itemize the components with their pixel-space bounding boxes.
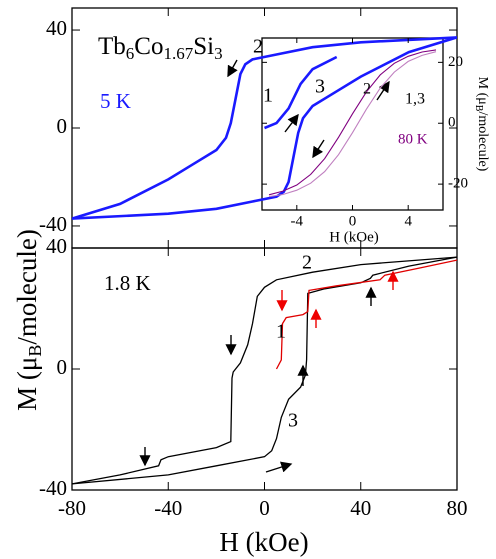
formula-part: 3	[214, 44, 223, 63]
formula-part: Co	[134, 33, 163, 60]
x-tick-label: 80	[447, 496, 468, 520]
curve-label: 1	[263, 85, 273, 107]
x-tick-label: -80	[58, 496, 86, 520]
arrow	[227, 59, 238, 78]
inset-y-axis-label: M (μB/molecule)	[473, 77, 490, 172]
curve-label: 1	[276, 321, 286, 343]
y-tick-label: -40	[39, 212, 67, 236]
curve-label: 1,3	[405, 91, 425, 108]
curve-label: 2	[253, 36, 263, 58]
curve-label: 3	[288, 410, 298, 432]
compound-formula: Tb6Co1.67Si3	[98, 33, 223, 63]
y-axis-label: M (μB/molecule)	[12, 229, 45, 411]
temperature-label: 1.8 K	[104, 271, 151, 295]
curve	[268, 51, 437, 198]
formula-part: Si	[193, 33, 214, 60]
curve-label: 3	[315, 76, 325, 98]
arrow	[265, 461, 293, 473]
y-tick-label: -40	[39, 476, 67, 500]
y-tick-label: 0	[57, 114, 68, 138]
y-tick-label: 20	[448, 54, 463, 70]
y-tick-label: -20	[448, 176, 468, 192]
formula-part: 6	[126, 44, 135, 63]
arrow	[312, 139, 325, 159]
x-tick-label: 0	[349, 213, 357, 229]
x-tick-label: -4	[291, 213, 304, 229]
x-tick-label: 40	[350, 496, 371, 520]
x-axis-label: H (kOe)	[219, 527, 308, 557]
curve	[72, 36, 457, 220]
label-part: /molecule)	[475, 111, 490, 171]
arrows	[139, 59, 399, 473]
temperature-label: 80 K	[398, 131, 428, 147]
curve	[268, 49, 437, 196]
label-part: M (μ	[12, 357, 42, 411]
x-tick-label: 4	[404, 213, 412, 229]
curve	[72, 256, 457, 485]
curve	[72, 36, 457, 220]
curve	[264, 55, 338, 130]
formula-part: Tb	[98, 33, 126, 60]
label-part: /molecule)	[12, 229, 42, 344]
label-part: B	[473, 105, 484, 112]
y-tick-label: 0	[448, 115, 456, 131]
arrow	[376, 80, 390, 101]
label-part: B	[25, 345, 45, 357]
inset-x-axis-label: H (kOe)	[329, 229, 379, 245]
arrow	[284, 113, 299, 133]
y-tick-label: 40	[46, 16, 67, 40]
y-tick-label: 0	[57, 355, 68, 379]
inset-frame	[261, 37, 444, 211]
formula-part: 1.67	[163, 44, 193, 63]
x-tick-label: -40	[154, 496, 182, 520]
x-tick-label: 0	[259, 496, 270, 520]
label-part: M (μ	[475, 77, 490, 105]
curve	[72, 256, 457, 485]
curve	[275, 259, 457, 370]
curve-label: 2	[302, 252, 312, 274]
y-tick-label: 40	[46, 234, 67, 258]
temperature-label: 5 K	[100, 89, 131, 113]
curve-label: 2	[363, 81, 371, 98]
